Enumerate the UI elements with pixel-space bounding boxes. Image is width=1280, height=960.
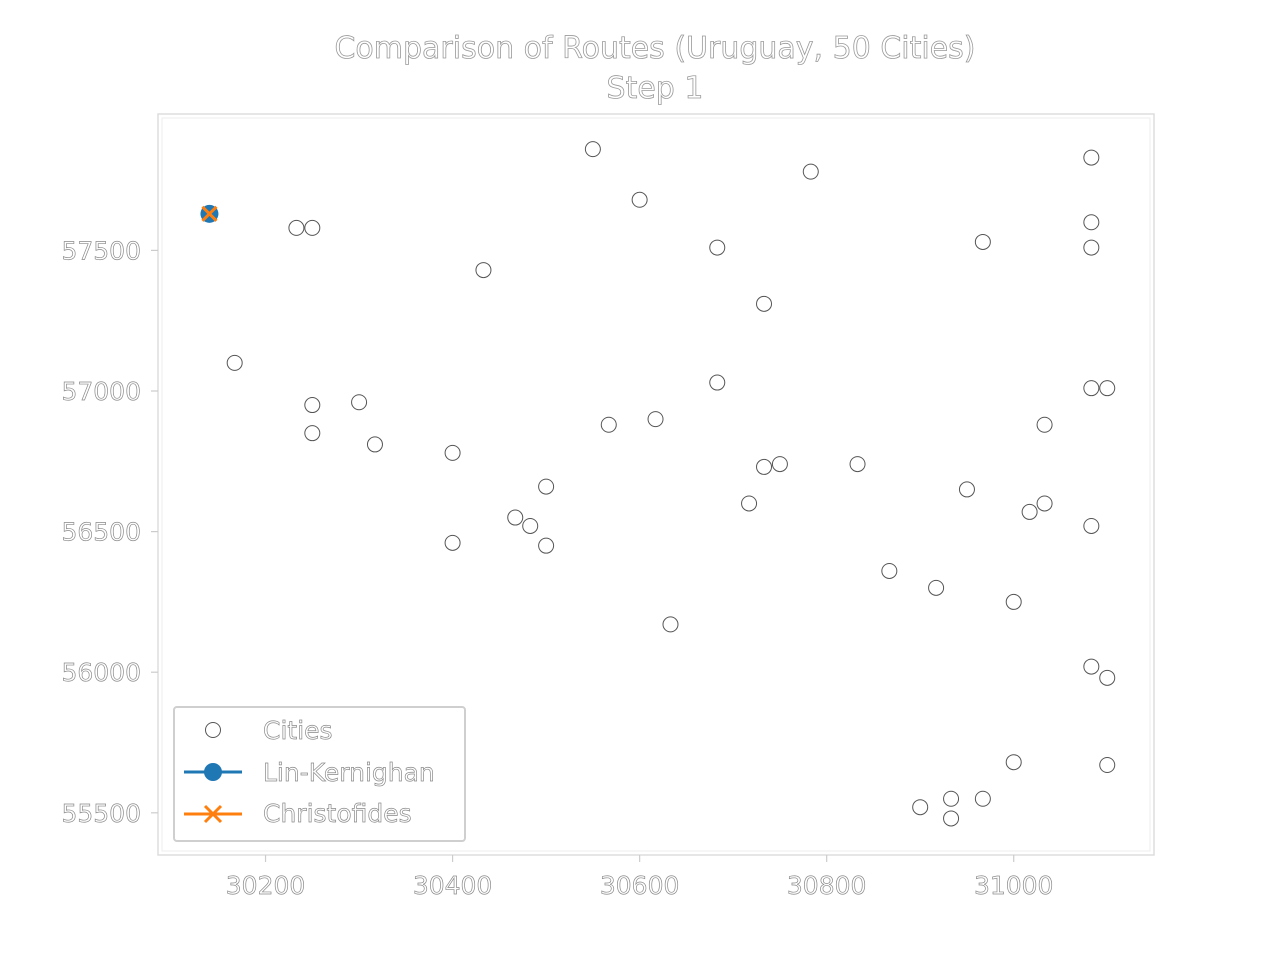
legend-label-christofides: Christofides	[263, 799, 412, 828]
christofides-point	[201, 205, 218, 222]
city-point	[522, 517, 539, 534]
x-tick-label: 30600	[600, 871, 680, 900]
city-point	[538, 537, 555, 554]
x-tick-label: 30800	[787, 871, 867, 900]
city-point	[226, 354, 243, 371]
city-point	[756, 295, 773, 312]
legend-marker-christofides	[203, 804, 223, 824]
city-point	[1099, 380, 1116, 397]
city-point	[974, 790, 991, 807]
city-point	[958, 481, 975, 498]
city-point	[304, 219, 321, 236]
y-tick-label: 55500	[61, 799, 141, 828]
city-point	[756, 458, 773, 475]
legend-item-christofides: Christofides	[184, 799, 412, 828]
city-point	[1083, 239, 1100, 256]
chart-subtitle: Step 1	[607, 71, 704, 106]
city-point	[802, 163, 819, 180]
city-point	[647, 411, 664, 428]
x-tick-label: 31000	[974, 871, 1054, 900]
city-point	[1083, 517, 1100, 534]
city-point	[943, 810, 960, 827]
city-point	[600, 416, 617, 433]
city-point	[1036, 495, 1053, 512]
x-tick-label: 30400	[413, 871, 493, 900]
city-point	[351, 394, 368, 411]
legend-marker-lin-kernighan	[204, 763, 222, 781]
city-point	[444, 534, 461, 551]
data-points	[200, 141, 1116, 827]
city-point	[1083, 658, 1100, 675]
city-point	[1099, 757, 1116, 774]
city-point	[928, 579, 945, 596]
city-point	[662, 616, 679, 633]
legend-item-lin-kernighan: Lin-Kernighan	[184, 758, 435, 787]
city-point	[584, 141, 601, 158]
legend-label-cities: Cities	[263, 716, 333, 745]
city-point	[1036, 416, 1053, 433]
city-point	[475, 262, 492, 279]
city-point	[366, 436, 383, 453]
city-point	[288, 219, 305, 236]
city-point	[849, 456, 866, 473]
city-point	[881, 562, 898, 579]
city-point	[538, 478, 555, 495]
city-point	[304, 425, 321, 442]
city-point	[741, 495, 758, 512]
city-point	[1005, 754, 1022, 771]
city-point	[1083, 149, 1100, 166]
y-tick-label: 56000	[61, 658, 141, 687]
legend-item-cities: Cities	[205, 716, 333, 745]
legend-marker-cities	[205, 722, 221, 738]
city-point	[631, 191, 648, 208]
city-point	[943, 790, 960, 807]
city-point	[709, 374, 726, 391]
city-point	[709, 239, 726, 256]
y-tick-label: 57500	[61, 236, 141, 265]
city-point	[304, 397, 321, 414]
city-point	[1083, 214, 1100, 231]
city-point	[1083, 380, 1100, 397]
x-axis-ticks: 30200 30400 30600 30800 31000	[225, 855, 1054, 900]
axes-frame-inner	[161, 117, 1151, 852]
city-point	[1005, 593, 1022, 610]
legend: Cities Lin-Kernighan Christofides	[173, 706, 466, 842]
legend-label-lin-kernighan: Lin-Kernighan	[263, 758, 435, 787]
city-point	[1021, 503, 1038, 520]
legend-box	[173, 706, 466, 842]
y-tick-label: 56500	[61, 518, 141, 547]
y-axis-ticks: 55500 56000 56500 57000 57500	[61, 236, 158, 828]
chart-title: Comparison of Routes (Uruguay, 50 Cities…	[334, 31, 975, 66]
y-tick-label: 57000	[61, 377, 141, 406]
city-point	[974, 233, 991, 250]
city-point	[771, 456, 788, 473]
x-tick-label: 30200	[226, 871, 306, 900]
city-point	[1099, 669, 1116, 686]
city-point	[507, 509, 524, 526]
city-point	[912, 799, 929, 816]
city-point	[444, 444, 461, 461]
